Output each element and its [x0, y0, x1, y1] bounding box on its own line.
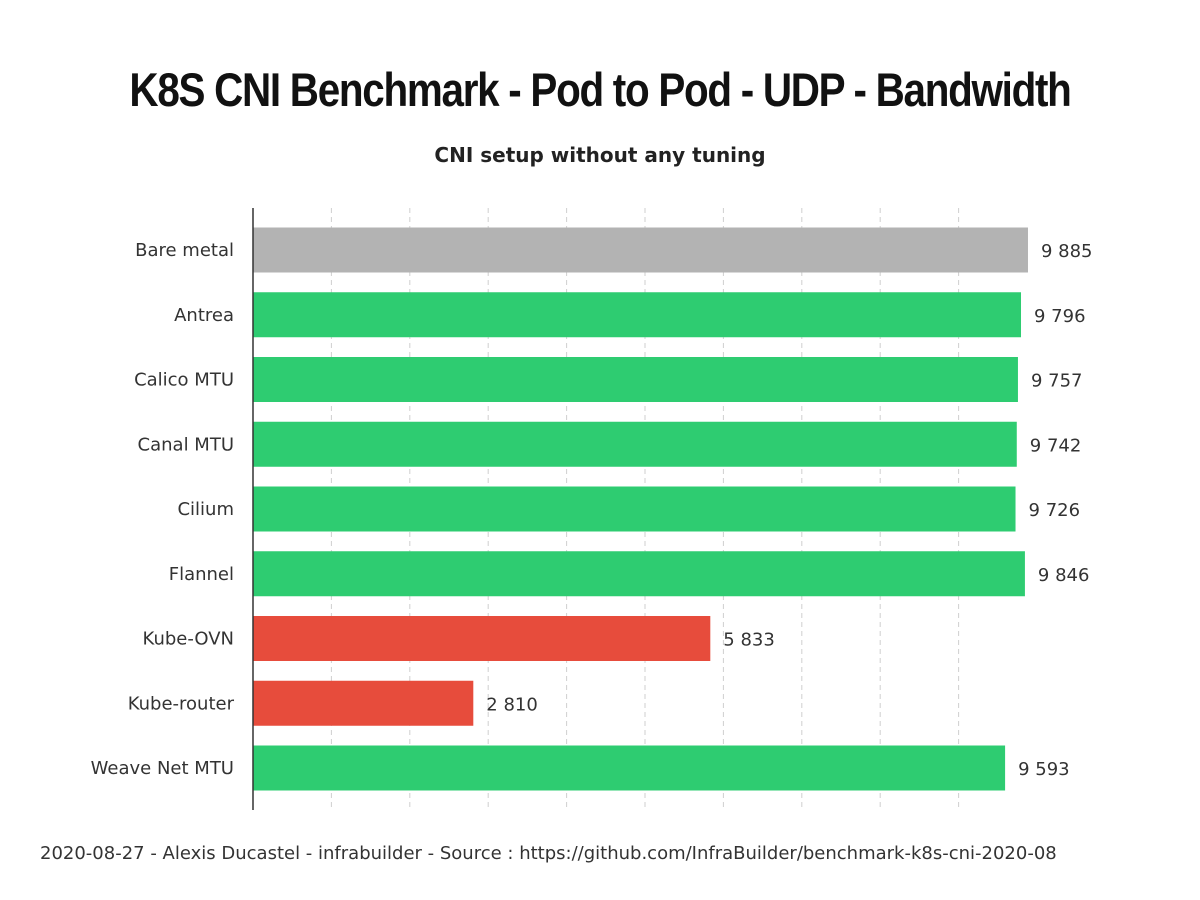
bar [253, 745, 1006, 791]
category-label: Bare metal [135, 240, 234, 261]
value-label: 2 810 [486, 694, 538, 715]
category-label: Flannel [169, 564, 234, 585]
category-label: Kube-router [128, 693, 235, 714]
value-label: 9 593 [1018, 759, 1070, 780]
bar [253, 357, 1018, 402]
bar [253, 616, 711, 661]
value-label: 9 796 [1034, 306, 1086, 327]
footer-source: 2020-08-27 - Alexis Ducastel - infrabuil… [40, 843, 1057, 864]
category-label: Antrea [174, 305, 234, 326]
bar [253, 292, 1022, 338]
bar [253, 486, 1016, 532]
value-label: 9 885 [1041, 241, 1093, 262]
value-label: 9 846 [1038, 565, 1090, 586]
bar [253, 227, 1028, 273]
value-label: 5 833 [723, 630, 775, 651]
bar [253, 551, 1025, 597]
bar [253, 421, 1017, 467]
category-label: Cilium [177, 499, 234, 520]
bar [253, 680, 474, 726]
chart-subtitle: CNI setup without any tuning [434, 143, 766, 167]
category-label: Kube-OVN [143, 629, 234, 650]
category-label: Weave Net MTU [91, 758, 234, 779]
category-label: Calico MTU [134, 370, 234, 391]
value-label: 9 757 [1031, 371, 1083, 392]
chart-title: K8S CNI Benchmark - Pod to Pod - UDP - B… [129, 63, 1071, 116]
value-label: 9 742 [1030, 435, 1082, 456]
value-label: 9 726 [1029, 500, 1081, 521]
category-label: Canal MTU [138, 434, 234, 455]
